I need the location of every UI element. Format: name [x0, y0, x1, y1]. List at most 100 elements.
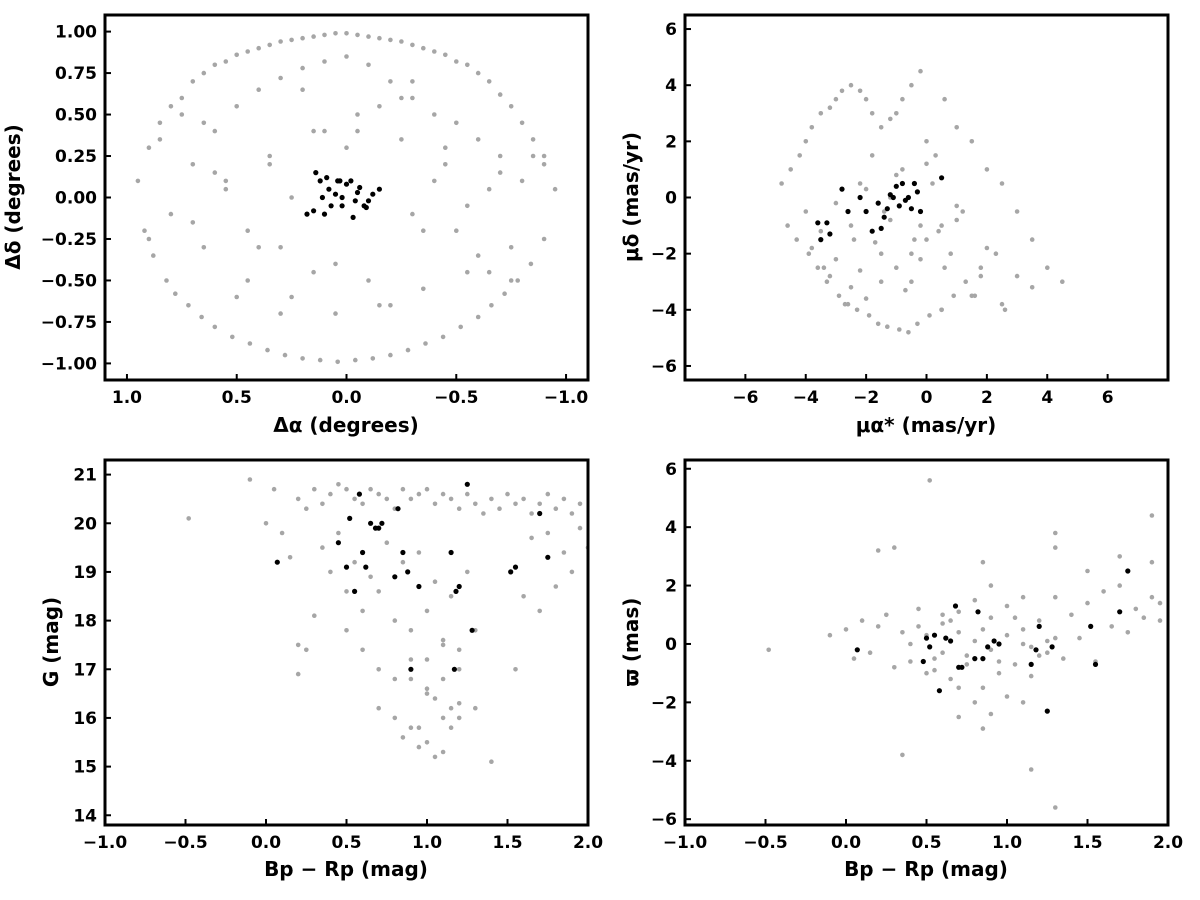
member-point — [917, 208, 924, 215]
field-point — [388, 79, 393, 84]
member-point — [451, 666, 457, 672]
field-point — [894, 172, 899, 178]
member-point — [1092, 661, 1099, 668]
field-point — [410, 42, 415, 48]
member-point — [311, 208, 317, 214]
field-point — [370, 356, 376, 361]
field-point — [892, 545, 897, 550]
field-point — [833, 96, 839, 102]
field-point — [300, 356, 305, 361]
plot-frame — [103, 13, 590, 382]
field-point — [432, 754, 438, 760]
field-point — [456, 506, 462, 512]
field-point — [289, 195, 294, 200]
member-point — [317, 178, 323, 184]
field-point — [909, 82, 914, 88]
field-point — [408, 496, 414, 502]
field-point — [212, 170, 218, 175]
field-point — [377, 303, 382, 308]
field-point — [278, 39, 283, 44]
field-point — [278, 245, 283, 250]
field-point — [186, 303, 191, 308]
y-tick-label: −4 — [651, 752, 677, 772]
field-point — [508, 278, 514, 283]
member-point — [881, 214, 887, 220]
field-point — [508, 104, 514, 109]
field-point — [1117, 583, 1122, 588]
series-member — [274, 481, 551, 672]
field-point — [333, 31, 338, 36]
field-point — [353, 357, 358, 363]
field-point — [388, 352, 393, 358]
field-point — [489, 303, 494, 308]
field-point — [857, 268, 863, 273]
field-point — [577, 525, 583, 531]
field-point — [432, 501, 438, 507]
field-point — [964, 662, 970, 667]
field-point — [903, 287, 908, 293]
field-point — [803, 139, 809, 144]
field-point — [497, 153, 503, 159]
field-point — [475, 137, 481, 142]
member-point — [936, 688, 943, 694]
field-point — [988, 647, 994, 653]
field-point — [440, 491, 446, 497]
y-tick-label: 0.75 — [55, 64, 97, 84]
field-point — [355, 112, 360, 117]
member-point — [379, 520, 385, 526]
field-point — [173, 291, 178, 297]
field-point — [424, 740, 430, 745]
field-point — [930, 181, 935, 186]
field-point — [440, 642, 446, 648]
field-point — [932, 667, 937, 673]
field-point — [980, 559, 986, 565]
field-point — [1053, 635, 1058, 641]
field-point — [245, 228, 250, 233]
field-point — [900, 96, 905, 102]
field-point — [475, 70, 481, 76]
member-point — [537, 510, 543, 517]
field-point — [866, 313, 872, 318]
field-point — [892, 665, 897, 670]
x-tick-label: −2 — [853, 388, 879, 408]
x-tick-label: 0.0 — [331, 388, 361, 408]
field-point — [157, 137, 163, 142]
field-point — [848, 223, 854, 228]
x-tick-label: −0.5 — [743, 833, 787, 853]
field-point — [366, 278, 371, 283]
field-point — [993, 251, 999, 256]
field-point — [969, 139, 975, 144]
field-point — [1149, 594, 1155, 600]
field-point — [186, 516, 191, 521]
field-point — [344, 486, 349, 492]
field-point — [569, 511, 575, 516]
field-point — [909, 251, 914, 256]
field-point — [894, 111, 899, 116]
y-tick-label: 14 — [73, 806, 97, 826]
field-point — [857, 181, 863, 186]
field-point — [1053, 530, 1058, 536]
member-point — [884, 206, 890, 212]
member-point — [839, 186, 845, 192]
field-point — [157, 120, 163, 126]
field-point — [537, 608, 542, 614]
field-point — [486, 269, 492, 275]
field-point — [867, 650, 873, 655]
field-point — [473, 501, 478, 507]
field-point — [1117, 554, 1122, 559]
panel-4-ylabel: ϖ (mas) — [619, 598, 643, 687]
field-point — [1012, 615, 1018, 620]
field-point — [513, 667, 518, 672]
field-point — [1014, 209, 1020, 214]
field-point — [529, 535, 534, 541]
field-point — [416, 550, 422, 555]
field-point — [322, 32, 327, 38]
member-point — [368, 520, 374, 526]
series-field — [135, 31, 558, 365]
field-point — [304, 647, 309, 653]
field-point — [1060, 279, 1065, 285]
field-point — [939, 307, 944, 313]
field-point — [454, 59, 459, 64]
field-point — [940, 650, 945, 655]
x-tick-label: −0.5 — [434, 388, 478, 408]
